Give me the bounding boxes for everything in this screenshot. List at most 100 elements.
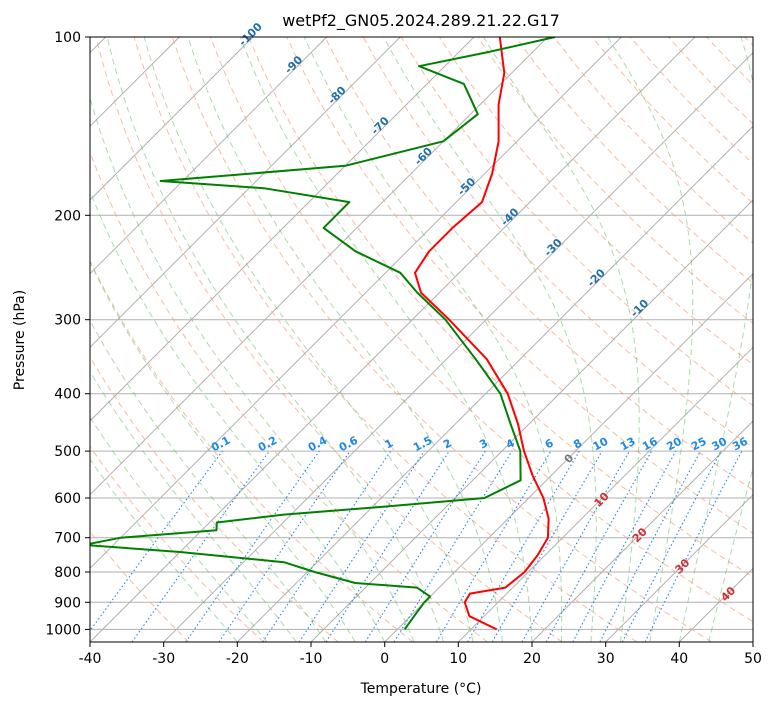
dry-adiabat (171, 37, 712, 642)
isotherm-label: -80 (325, 84, 348, 107)
y-tick-label: 1000 (45, 622, 81, 638)
dry-adiabat (90, 356, 339, 642)
moist-adiabat (303, 37, 563, 642)
isotherm-gridline (384, 272, 753, 642)
moist-adiabat (708, 466, 753, 642)
x-tick-label: -10 (300, 651, 323, 667)
dry-adiabat (90, 259, 414, 642)
dry-adiabat (210, 37, 753, 623)
mixing-ratio-line (364, 450, 486, 642)
isotherm-label: -90 (282, 53, 305, 76)
isotherm-label: -50 (455, 175, 478, 198)
x-tick-label: 30 (597, 651, 615, 667)
moist-adiabat-label: 40 (718, 584, 738, 604)
mixing-ratio-label: 2 (441, 436, 454, 451)
mixing-ratio-line (298, 450, 425, 642)
mixing-ratio-label: 10 (591, 435, 611, 454)
mixing-ratio-line (131, 450, 270, 642)
y-tick-label: 500 (54, 444, 81, 460)
x-tick-label: -20 (226, 651, 249, 667)
isotherm-gridline (678, 567, 753, 642)
moist-adiabat (90, 458, 238, 642)
moist-adiabat (143, 37, 474, 642)
dry-adiabat (668, 37, 753, 125)
temperature-profile-line (414, 37, 550, 631)
dry-adiabat (248, 37, 753, 578)
moist-adiabat (90, 260, 356, 642)
dry-adiabat (286, 37, 753, 534)
x-tick-label: 40 (670, 651, 688, 667)
mixing-ratio-line (545, 450, 653, 642)
moist-adiabat (678, 37, 753, 642)
mixing-ratio-line (325, 450, 450, 642)
isotherm-gridline (531, 420, 753, 642)
dry-adiabat (553, 37, 753, 244)
moist-adiabat-label: 10 (592, 490, 612, 510)
y-tick-label: 800 (54, 565, 81, 581)
dry-adiabat (90, 445, 264, 642)
isotherm-gridline (236, 125, 753, 642)
x-tick-label: 50 (744, 651, 762, 667)
isotherm-gridline (90, 37, 622, 570)
y-axis-label: Pressure (hPa) (12, 290, 28, 390)
mixing-ratio-label: 25 (689, 435, 709, 454)
profile-layer (90, 37, 556, 631)
mixing-ratio-line (393, 450, 513, 642)
isotherm-gridline (163, 51, 753, 642)
moist-adiabat (90, 96, 415, 642)
dry-adiabat (706, 37, 753, 86)
isotherm-gridline (605, 493, 753, 642)
mixing-ratio-line (467, 450, 580, 642)
y-tick-label: 300 (54, 313, 81, 329)
x-tick-label: 20 (523, 651, 541, 667)
mixing-ratio-label: 36 (730, 435, 750, 454)
isotherm-gridline (90, 37, 401, 349)
moist-adiabat (90, 370, 297, 642)
dry-adiabat (90, 150, 488, 642)
isotherm-label: -40 (498, 205, 521, 228)
dry-adiabat (744, 37, 753, 47)
plot-frame (89, 36, 754, 643)
moist-adiabat (90, 416, 268, 642)
moist-adiabat (607, 37, 694, 642)
mixing-ratio-line (185, 450, 320, 642)
moist-adiabat (482, 37, 640, 642)
dry-adiabat (95, 37, 563, 642)
moist-adiabat (90, 189, 386, 642)
isotherm-gridline (90, 37, 328, 275)
dewpoint-profile-line (90, 37, 556, 630)
moist-adiabat (383, 37, 597, 642)
mixing-ratio-label: 6 (543, 436, 556, 451)
mixing-ratio-label: 13 (618, 435, 638, 454)
x-tick-label: -30 (152, 651, 175, 667)
dry-adiabat (133, 37, 638, 642)
isotherm-gridline (752, 641, 753, 642)
x-tick-label: 0 (380, 651, 389, 667)
isotherm-gridline (457, 346, 753, 642)
isotherm-label: -100 (236, 20, 265, 49)
mixing-ratio-line (521, 450, 630, 642)
moist-adiabat-label: 30 (672, 556, 692, 576)
moist-adiabat (239, 37, 533, 642)
mixing-ratio-line (644, 450, 743, 642)
tick-layer: -40 -30 -20 -10 0 10 20 30 40 50 1000 900 800 700 600 5… (45, 30, 762, 667)
dry-adiabat (591, 37, 753, 204)
mixing-ratio-line (218, 450, 351, 642)
moist-adiabat (90, 319, 327, 642)
y-tick-label: 100 (54, 30, 81, 46)
y-tick-label: 200 (54, 208, 81, 224)
x-axis-label: Temperature (°C) (360, 681, 482, 697)
x-tick-label: -40 (79, 651, 102, 667)
y-tick-label: 700 (54, 531, 81, 547)
dry-adiabat (515, 37, 753, 284)
moist-adiabat (106, 37, 445, 642)
mixing-ratio-line (90, 450, 223, 632)
mixing-ratio-label: 30 (710, 435, 730, 454)
y-tick-label: 600 (54, 491, 81, 507)
mixing-ratio-line (599, 450, 701, 642)
isotherm-label: -70 (369, 114, 392, 137)
isotherm-label: -10 (628, 297, 651, 320)
y-tick-label: 900 (54, 595, 81, 611)
